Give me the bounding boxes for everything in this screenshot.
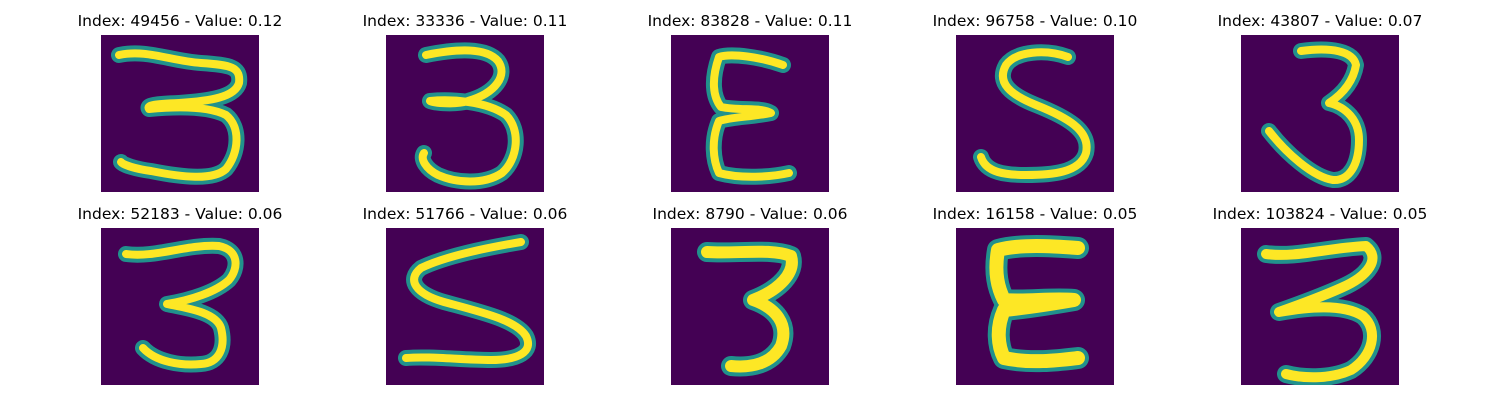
digit-image [386, 35, 544, 192]
figure-panel-6: Index: 52183 - Value: 0.06 [40, 204, 320, 389]
digit-image [671, 228, 829, 385]
figure-panel-9: Index: 16158 - Value: 0.05 [895, 204, 1175, 389]
panel-title: Index: 43807 - Value: 0.07 [1217, 12, 1423, 30]
digit-image [1241, 228, 1399, 385]
panel-title: Index: 52183 - Value: 0.06 [77, 205, 283, 223]
panel-title: Index: 16158 - Value: 0.05 [932, 205, 1138, 223]
panel-title: Index: 103824 - Value: 0.05 [1212, 205, 1428, 223]
figure-panel-1: Index: 49456 - Value: 0.12 [40, 11, 320, 196]
digit-image [956, 35, 1114, 192]
digit-image [956, 228, 1114, 385]
panel-title: Index: 51766 - Value: 0.06 [362, 205, 568, 223]
digit-image [101, 35, 259, 192]
figure-panel-3: Index: 83828 - Value: 0.11 [610, 11, 890, 196]
figure-panel-5: Index: 43807 - Value: 0.07 [1180, 11, 1460, 196]
digit-image [671, 35, 829, 192]
panel-title: Index: 8790 - Value: 0.06 [652, 205, 848, 223]
panel-title: Index: 49456 - Value: 0.12 [77, 12, 283, 30]
digit-image [101, 228, 259, 385]
figure-panel-2: Index: 33336 - Value: 0.11 [325, 11, 605, 196]
panel-title: Index: 83828 - Value: 0.11 [647, 12, 853, 30]
panel-title: Index: 96758 - Value: 0.10 [932, 12, 1138, 30]
figure-panel-10: Index: 103824 - Value: 0.05 [1180, 204, 1460, 389]
digit-image [1241, 35, 1399, 192]
figure-panel-4: Index: 96758 - Value: 0.10 [895, 11, 1175, 196]
panel-title: Index: 33336 - Value: 0.11 [362, 12, 568, 30]
figure-panel-8: Index: 8790 - Value: 0.06 [610, 204, 890, 389]
digit-image [386, 228, 544, 385]
figure-panel-7: Index: 51766 - Value: 0.06 [325, 204, 605, 389]
